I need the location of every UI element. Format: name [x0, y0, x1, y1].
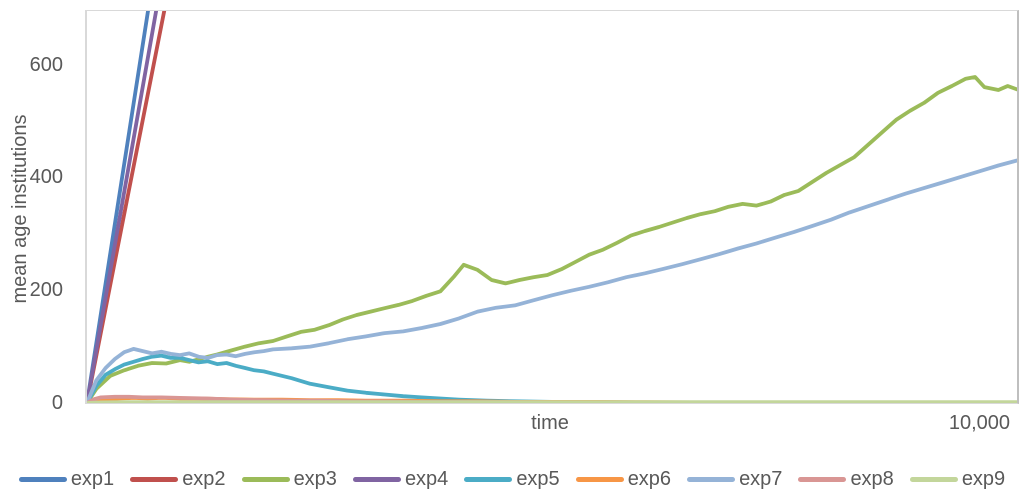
series-line-exp5 — [87, 353, 1017, 403]
legend-swatch-exp2 — [130, 476, 179, 482]
legend-item-exp5: exp5 — [464, 467, 560, 491]
legend-item-exp2: exp2 — [130, 467, 226, 491]
legend-swatch-exp5 — [464, 476, 513, 482]
legend-label: exp6 — [627, 468, 672, 490]
series-line-exp7 — [87, 158, 1017, 403]
legend-label: exp3 — [293, 468, 337, 490]
x-tick-10000: 10,000 — [948, 412, 1010, 434]
legend-swatch-exp9 — [909, 476, 958, 482]
y-tick-200: 200 — [29, 279, 63, 301]
legend-item-exp3: exp3 — [241, 467, 337, 491]
legend-label: exp4 — [404, 468, 449, 490]
legend-label: exp5 — [516, 468, 560, 490]
legend-swatch-exp7 — [687, 476, 736, 482]
x-axis-title: time — [531, 412, 569, 434]
legend-swatch-exp8 — [798, 476, 847, 482]
legend-label: exp7 — [739, 468, 783, 490]
series-line-exp3 — [87, 75, 1017, 403]
chart-legend: exp1 exp2 exp3 exp4 exp5 exp6 exp7 exp8 — [0, 466, 1024, 492]
legend-swatch-exp6 — [575, 476, 624, 482]
y-tick-400: 400 — [29, 166, 63, 188]
legend-item-exp7: exp7 — [687, 467, 782, 491]
legend-label: exp9 — [961, 468, 1006, 490]
series-line-exp4 — [87, 11, 159, 403]
y-tick-0: 0 — [51, 392, 63, 414]
legend-item-exp8: exp8 — [798, 467, 894, 491]
legend-swatch-exp1 — [18, 476, 67, 482]
legend-item-exp4: exp4 — [352, 467, 449, 491]
legend-swatch-exp4 — [352, 476, 401, 482]
series-line-exp9 — [87, 400, 1017, 403]
plot-svg — [87, 11, 1017, 403]
legend-item-exp9: exp9 — [909, 467, 1006, 491]
legend-swatch-exp3 — [241, 476, 290, 482]
y-tick-600: 600 — [29, 54, 63, 76]
legend-label: exp8 — [850, 468, 894, 490]
legend-item-exp1: exp1 — [18, 467, 115, 491]
legend-item-exp6: exp6 — [575, 467, 672, 491]
plot-area — [85, 10, 1019, 404]
legend-label: exp2 — [182, 468, 226, 490]
legend-label: exp1 — [70, 468, 115, 490]
